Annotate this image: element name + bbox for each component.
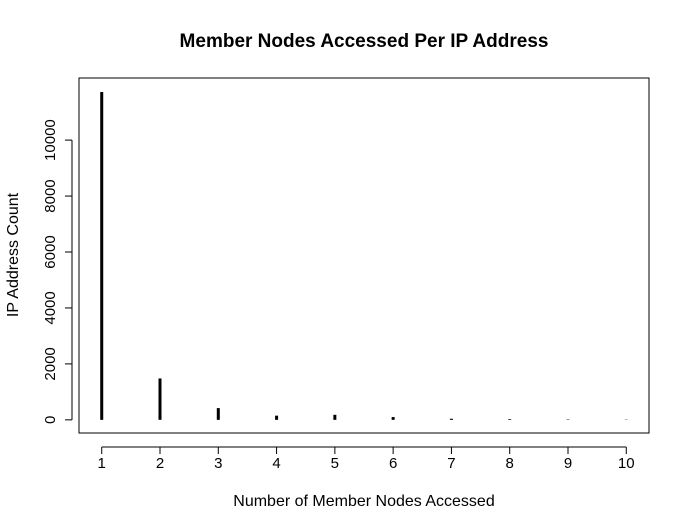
x-tick-label: 5 [331, 455, 339, 472]
x-tick-label: 8 [506, 455, 514, 472]
y-tick-label: 2000 [42, 347, 59, 380]
x-tick-label: 6 [389, 455, 397, 472]
bars [100, 91, 628, 420]
y-axis-label: IP Address Count [5, 192, 22, 317]
x-tick-label: 1 [98, 455, 106, 472]
y-tick-label: 6000 [42, 235, 59, 268]
chart-title: Member Nodes Accessed Per IP Address [180, 31, 549, 52]
x-tick-label: 7 [447, 455, 455, 472]
x-tick-label: 10 [618, 455, 635, 472]
y-tick-label: 4000 [42, 291, 59, 324]
y-tick-label: 8000 [42, 179, 59, 212]
x-axis: 1 2 3 4 5 6 7 8 9 10 [98, 446, 635, 472]
x-tick-label: 9 [564, 455, 572, 472]
x-tick-label: 3 [214, 455, 222, 472]
x-tick-label: 2 [156, 455, 164, 472]
x-axis-label: Number of Member Nodes Accessed [233, 493, 494, 510]
y-tick-label: 10000 [42, 119, 59, 161]
x-tick-label: 4 [272, 455, 280, 472]
y-axis: 0 2000 4000 6000 8000 10000 [42, 119, 73, 424]
y-tick-label: 0 [42, 416, 59, 424]
plot-frame [78, 77, 650, 434]
